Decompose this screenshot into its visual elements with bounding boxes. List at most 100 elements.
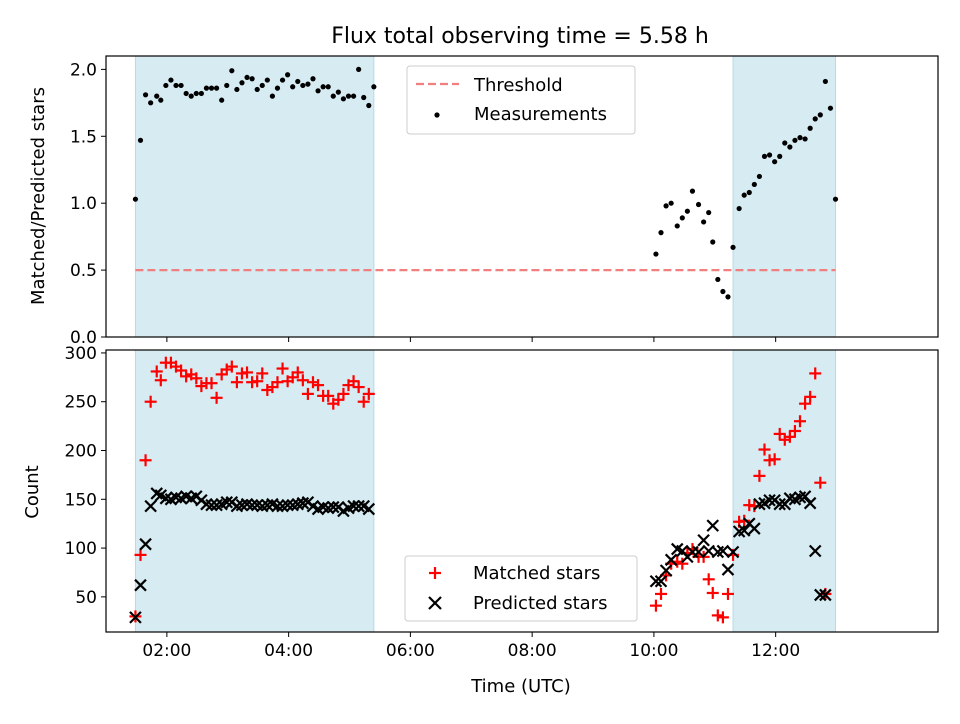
matched-star-point bbox=[225, 360, 238, 373]
predicted-star-point bbox=[726, 545, 740, 559]
measurement-point bbox=[736, 205, 742, 212]
measurement-point bbox=[761, 153, 768, 159]
matched-star-point bbox=[230, 376, 243, 389]
measurement-point bbox=[239, 80, 245, 86]
y-tick-label: 250 bbox=[65, 393, 97, 413]
top-y-axis-label: Matched/Predicted stars bbox=[28, 87, 49, 305]
matched-star-point bbox=[144, 395, 157, 408]
matched-star-point bbox=[352, 381, 365, 394]
measurement-point bbox=[330, 93, 336, 99]
measurement-point bbox=[213, 85, 220, 91]
chart-title: Flux total observing time = 5.58 h bbox=[331, 24, 709, 49]
matched-star-point bbox=[139, 454, 152, 467]
measurement-point bbox=[668, 200, 674, 206]
predicted-star-point bbox=[139, 537, 152, 551]
matched-star-point bbox=[357, 395, 370, 408]
predicted-star-point bbox=[649, 574, 663, 588]
predicted-star-point bbox=[347, 499, 360, 513]
measurement-point bbox=[792, 137, 798, 143]
predicted-star-point bbox=[129, 611, 142, 624]
bottom-legend-box bbox=[404, 555, 638, 622]
top-legend-box bbox=[406, 65, 636, 135]
measurement-point bbox=[653, 251, 659, 257]
measurement-point bbox=[817, 112, 823, 118]
measurement-point bbox=[658, 230, 664, 236]
measurement-point bbox=[142, 92, 149, 98]
measurement-point bbox=[259, 82, 265, 89]
predicted-star-point bbox=[659, 564, 673, 577]
legend-measurements-label: Measurements bbox=[474, 104, 607, 125]
matched-star-point bbox=[814, 476, 827, 489]
matched-star-point bbox=[322, 389, 335, 402]
predicted-star-point bbox=[808, 544, 822, 558]
measurement-point bbox=[782, 140, 788, 146]
measurement-point bbox=[158, 97, 164, 103]
matched-star-point bbox=[758, 443, 771, 456]
x-tick-label: 04:00 bbox=[264, 641, 313, 661]
measurement-point bbox=[178, 82, 184, 89]
predicted-star-point bbox=[706, 519, 720, 532]
measurement-point bbox=[807, 125, 813, 131]
measurement-point bbox=[706, 209, 712, 216]
measurement-point bbox=[741, 192, 747, 198]
matched-star-point bbox=[809, 367, 822, 380]
top-x-ticks bbox=[166, 337, 777, 342]
shaded-interval bbox=[732, 55, 837, 338]
y-tick-label: 150 bbox=[65, 490, 97, 510]
legend-predicted-swatch bbox=[428, 596, 442, 610]
matched-star-point bbox=[301, 387, 314, 400]
matched-star-point bbox=[296, 374, 309, 387]
top-panel: 0.00.51.01.52.0 Matched/Predicted stars … bbox=[28, 55, 939, 348]
predicted-star-point bbox=[803, 496, 817, 510]
predicted-star-point bbox=[205, 498, 218, 512]
measurement-point bbox=[203, 85, 210, 91]
predicted-star-point bbox=[716, 544, 730, 558]
matched-star-point bbox=[362, 387, 375, 400]
matched-star-point bbox=[768, 453, 781, 466]
measurement-point bbox=[315, 88, 321, 94]
matched-star-point bbox=[702, 573, 715, 586]
measurement-point bbox=[137, 137, 144, 143]
shaded-interval bbox=[732, 349, 837, 633]
predicted-star-point bbox=[748, 522, 761, 535]
measurement-point bbox=[345, 93, 352, 99]
matched-star-point bbox=[256, 367, 269, 380]
y-tick-label: 0.5 bbox=[70, 261, 97, 281]
top-plot-frame bbox=[105, 55, 939, 338]
measurement-point bbox=[701, 219, 707, 225]
predicted-star-point bbox=[654, 574, 668, 588]
matched-star-point bbox=[788, 424, 801, 437]
bottom-shaded-intervals bbox=[134, 349, 837, 633]
predicted-star-point bbox=[245, 498, 259, 512]
predicted-star-point bbox=[134, 578, 147, 592]
legend-measurements-swatch bbox=[434, 112, 440, 118]
measurement-point bbox=[827, 105, 834, 111]
measurement-point bbox=[751, 181, 757, 188]
top-legend: Threshold Measurements bbox=[406, 65, 636, 135]
measurement-point bbox=[132, 196, 139, 202]
measurement-point bbox=[366, 102, 372, 109]
bottom-plot-frame bbox=[105, 349, 939, 633]
x-tick-label: 10:00 bbox=[629, 641, 678, 661]
measurement-point bbox=[305, 81, 311, 87]
matched-star-point bbox=[205, 377, 218, 390]
y-tick-label: 1.5 bbox=[70, 127, 97, 147]
y-tick-label: 100 bbox=[65, 539, 97, 559]
measurement-point bbox=[224, 82, 230, 89]
matched-star-point bbox=[655, 587, 668, 600]
x-tick-label: 08:00 bbox=[508, 641, 557, 661]
bottom-y-axis-label: Count bbox=[22, 465, 43, 518]
matched-star-point bbox=[150, 365, 163, 378]
measurement-point bbox=[168, 77, 174, 83]
predicted-star-point bbox=[352, 499, 365, 513]
measurement-point bbox=[802, 136, 808, 142]
matched-star-point bbox=[721, 587, 734, 600]
measurement-point bbox=[310, 76, 316, 82]
matched-star-point bbox=[804, 390, 817, 403]
measurement-point bbox=[663, 203, 669, 209]
predicted-star-point bbox=[737, 524, 751, 537]
legend-matched-swatch bbox=[429, 567, 441, 579]
matched-star-point bbox=[716, 611, 729, 624]
predicted-star-point bbox=[271, 499, 284, 513]
